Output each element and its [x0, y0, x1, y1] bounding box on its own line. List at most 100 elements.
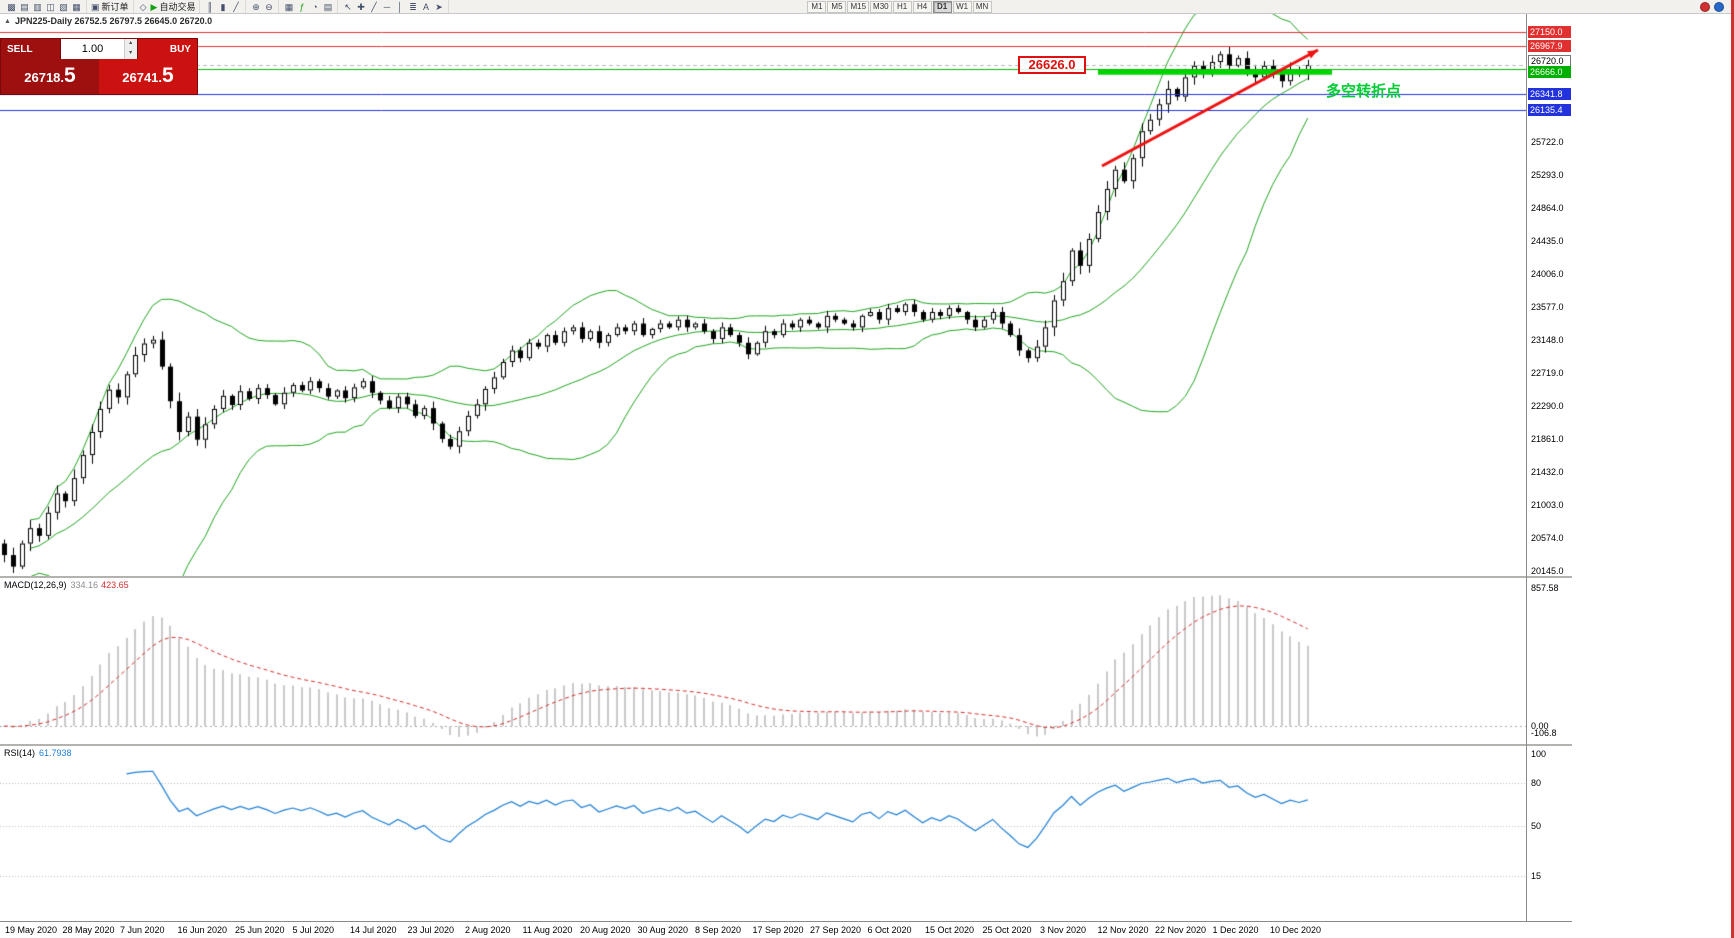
line-chart-icon[interactable]: ╱ [229, 1, 242, 13]
volume-input[interactable] [61, 39, 124, 59]
volume-steppers: ▴ ▾ [123, 39, 137, 59]
vertical-line-icon[interactable]: │ [393, 1, 406, 13]
date-axis-label: 8 Sep 2020 [695, 925, 742, 935]
timeframe-h4[interactable]: H4 [912, 0, 932, 13]
one-click-trading-panel: SELL ▴ ▾ BUY 26718.5 26741.5 [0, 38, 198, 95]
indicators-icon[interactable]: ƒ [295, 1, 308, 13]
macd-axis[interactable]: 857.58 0.00 -106.8 [1527, 578, 1573, 744]
bar-chart-icon[interactable]: ║ [203, 1, 216, 13]
navigator-icon[interactable]: ▧ [57, 1, 70, 13]
timeframe-mn[interactable]: MN [972, 0, 992, 13]
bar-chart-icon-glyph: ║ [206, 1, 214, 12]
text-tool-icon-glyph: A [422, 1, 429, 12]
rsi-panel-separator[interactable] [0, 744, 1572, 746]
zoom-in-icon[interactable]: ⊕ [249, 1, 262, 13]
text-tool-icon[interactable]: A [419, 1, 432, 13]
periods-icon-glyph: ◔ [312, 1, 318, 12]
autotrading-button[interactable]: ▶ 自动交易 [150, 1, 197, 13]
chart-type-group: ║ ▮ ╱ [200, 0, 247, 13]
timeframe-m1[interactable]: M1 [807, 0, 827, 13]
price-axis[interactable]: 25722.0 25293.0 24864.0 24435.0 24006.0 23577… [1527, 14, 1573, 576]
date-axis-label: 23 Jul 2020 [407, 925, 455, 935]
indicators-icon-glyph: ƒ [299, 1, 305, 12]
templates-icon[interactable]: ▤ [321, 1, 334, 13]
date-axis-label: 12 Nov 2020 [1097, 925, 1149, 935]
sell-price-button[interactable]: 26718.5 [1, 59, 99, 94]
autotrading-button-label: 自动交易 [159, 2, 196, 12]
timeframe-d1[interactable]: D1 [932, 0, 952, 13]
cursor-icon-glyph: ↖ [344, 1, 352, 12]
rsi-axis-label: 50 [1531, 821, 1542, 831]
turning-point-label[interactable]: 多空转折点 [1326, 83, 1402, 100]
macd-axis-label: -106.8 [1531, 728, 1557, 738]
date-axis[interactable]: 19 May 2020 28 May 2020 7 Jun 2020 16 Jun 2… [0, 921, 1572, 938]
zoom-group: ⊕ ⊖ [246, 0, 280, 13]
price-axis-label: 24864.0 [1531, 202, 1564, 213]
templates-icon-glyph: ▤ [323, 1, 333, 12]
trendline-icon-glyph: ╱ [371, 1, 377, 12]
chart-window: ▲ JPN225-Daily 26752.5 26797.5 26645.0 2… [0, 14, 1734, 938]
candlestick-chart-icon[interactable]: ▮ [216, 1, 229, 13]
rsi-axis[interactable]: 100 80 50 15 [1527, 746, 1573, 920]
timeframe-m15[interactable]: M15 [847, 0, 870, 13]
price-axis-label: 23577.0 [1531, 301, 1564, 312]
price-axis-border [1526, 14, 1527, 921]
price-axis-label: 24435.0 [1531, 235, 1564, 246]
sell-button[interactable]: SELL [1, 39, 61, 59]
terminal-icon[interactable]: ▦ [70, 1, 83, 13]
cursor-icon[interactable]: ↖ [341, 1, 354, 13]
date-axis-label: 25 Oct 2020 [982, 925, 1032, 935]
zoom-out-icon[interactable]: ⊖ [262, 1, 275, 13]
tile-windows-icon[interactable]: ▦ [282, 1, 295, 13]
timeframe-m30[interactable]: M30 [870, 0, 892, 13]
new-order-button-label: 新订单 [101, 2, 129, 12]
buy-price-button[interactable]: 26741.5 [99, 59, 197, 94]
macd-panel-separator[interactable] [0, 576, 1572, 578]
arrow-tool-icon[interactable]: ➤ [432, 1, 445, 13]
auto-group: ◇ ▶ 自动交易 [134, 0, 201, 13]
buy-button[interactable]: BUY [137, 39, 197, 59]
price-tag: 27150.0 [1528, 26, 1571, 38]
volume-field: ▴ ▾ [60, 39, 138, 59]
market-watch-icon[interactable]: ▥ [31, 1, 44, 13]
periods-icon[interactable]: ◔ [308, 1, 321, 13]
tile-windows-icon-glyph: ▦ [284, 1, 294, 12]
date-axis-label: 14 Jul 2020 [350, 925, 397, 935]
volume-decrease-button[interactable]: ▾ [124, 49, 137, 59]
alert-icon[interactable] [1700, 1, 1710, 12]
horizontal-line-icon[interactable]: ─ [380, 1, 393, 13]
date-axis-label: 30 Aug 2020 [637, 925, 689, 935]
profiles-icon[interactable]: ▤ [18, 1, 31, 13]
line-chart-icon-glyph: ╱ [233, 1, 239, 12]
profiles-icon-glyph: ▤ [20, 1, 29, 12]
new-order-button[interactable]: ▣ 新订单 [90, 1, 130, 13]
price-axis-label: 22719.0 [1531, 367, 1564, 378]
timeframe-w1[interactable]: W1 [952, 0, 972, 13]
market-watch-icon-glyph: ▥ [33, 1, 42, 12]
price-tag: 26341.8 [1528, 88, 1571, 101]
new-chart-icon[interactable]: ▩ [5, 1, 18, 13]
date-axis-label: 2 Aug 2020 [465, 925, 511, 935]
price-tag: 26720.0 [1528, 55, 1571, 68]
fibonacci-icon-glyph: ≣ [409, 1, 417, 12]
rsi-value: 61.7938 [39, 748, 72, 758]
new-order-button-glyph: ▣ [91, 1, 100, 12]
price-tag: 26967.9 [1528, 40, 1571, 52]
trendline-icon[interactable]: ╱ [367, 1, 380, 13]
timeframe-m5[interactable]: M5 [827, 0, 847, 13]
data-window-icon[interactable]: ◫ [44, 1, 57, 13]
price-chart-canvas[interactable] [0, 14, 1526, 576]
macd-panel-canvas[interactable] [0, 578, 1526, 744]
price-annotation-box[interactable]: 26626.0 [1018, 56, 1086, 74]
date-axis-label: 28 May 2020 [62, 925, 115, 935]
price-axis-label: 21003.0 [1531, 499, 1564, 510]
crosshair-icon[interactable]: ✚ [354, 1, 367, 13]
timeframe-h1[interactable]: H1 [892, 0, 912, 13]
volume-increase-button[interactable]: ▴ [124, 39, 137, 49]
metaeditor-icon[interactable]: ◇ [137, 1, 150, 13]
rsi-panel-canvas[interactable] [0, 746, 1526, 920]
community-icon[interactable] [1714, 1, 1724, 12]
indicator-group: ▦ ƒ ◔ ▤ [279, 0, 339, 13]
fibonacci-icon[interactable]: ≣ [406, 1, 419, 13]
